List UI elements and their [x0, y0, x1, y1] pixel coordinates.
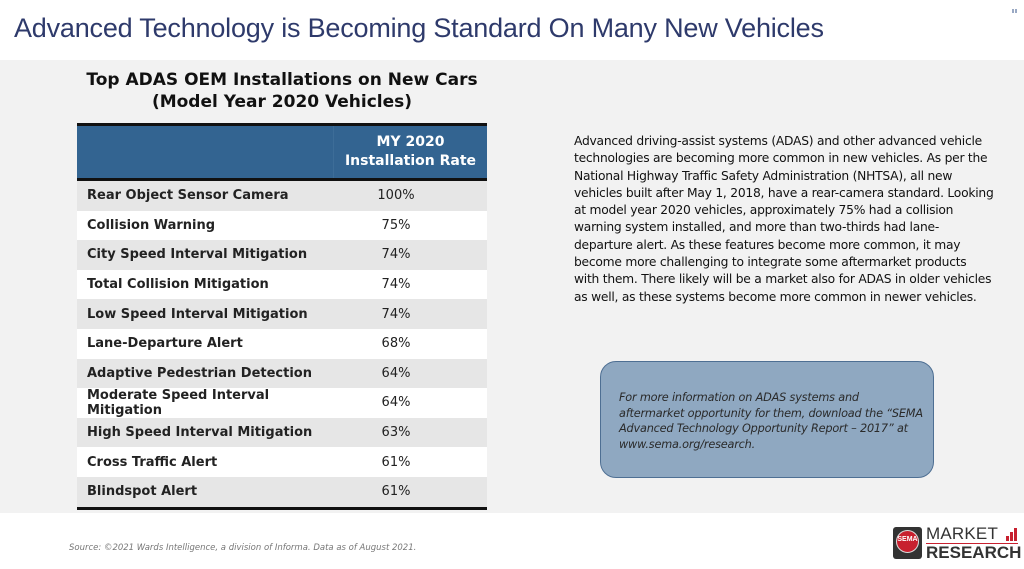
feature-name: Cross Traffic Alert [87, 454, 218, 470]
installation-rate: 64% [381, 395, 411, 411]
installation-rate: 61% [381, 454, 411, 470]
table-header: MY 2020 Installation Rate [77, 126, 487, 181]
header-rate-line1: MY 2020 [376, 134, 445, 150]
installation-rate: 74% [381, 277, 411, 293]
header-rate-column: MY 2020 Installation Rate [334, 126, 487, 178]
feature-name: Lane-Departure Alert [87, 336, 243, 352]
table-row: Collision Warning 75% [77, 210, 487, 241]
feature-name: City Speed Interval Mitigation [87, 247, 308, 263]
header-feature-column [77, 126, 334, 178]
table-row: Rear Object Sensor Camera 100% [77, 181, 487, 211]
installation-rate: 68% [381, 336, 411, 352]
table-row: Total Collision Mitigation 74% [77, 269, 487, 300]
table-title-line2: (Model Year 2020 Vehicles) [151, 92, 413, 112]
logo-word-research: RESEARCH [926, 543, 1022, 562]
table-title-line1: Top ADAS OEM Installations on New Cars [86, 70, 478, 90]
callout-text: For more information on ADAS systems and… [619, 391, 923, 451]
feature-name: Collision Warning [87, 217, 216, 233]
table-row: Lane-Departure Alert 68% [77, 328, 487, 359]
logo-word-market: MARKET [926, 524, 999, 543]
seal-text: SEMA [897, 536, 918, 543]
table-row: Adaptive Pedestrian Detection 64% [77, 358, 487, 389]
table-row: Low Speed Interval Mitigation 74% [77, 299, 487, 329]
info-callout: For more information on ADAS systems and… [600, 361, 934, 478]
feature-name: Low Speed Interval Mitigation [87, 306, 308, 322]
feature-name: Moderate Speed Interval Mitigation [87, 387, 270, 418]
adas-installation-table: MY 2020 Installation Rate Rear Object Se… [77, 123, 487, 510]
table-title: Top ADAS OEM Installations on New Cars (… [77, 69, 487, 113]
page-title: Advanced Technology is Becoming Standard… [14, 13, 824, 43]
corner-marker [1012, 0, 1020, 13]
feature-name: Total Collision Mitigation [87, 277, 269, 293]
feature-name: Blindspot Alert [87, 484, 198, 500]
installation-rate: 75% [381, 217, 411, 233]
header-rate-line2: Installation Rate [344, 153, 477, 169]
installation-rate: 74% [381, 306, 411, 322]
table-row: Cross Traffic Alert 61% [77, 447, 487, 477]
source-note: Source: ©2021 Wards Intelligence, a divi… [69, 543, 417, 553]
logo-divider [926, 543, 1018, 544]
feature-name: High Speed Interval Mitigation [87, 425, 313, 441]
installation-rate: 63% [381, 425, 411, 441]
table-row: Blindspot Alert 61% [77, 476, 487, 507]
bar-chart-icon [1006, 528, 1018, 541]
table-row: High Speed Interval Mitigation 63% [77, 417, 487, 448]
sema-market-research-logo: SEMA MARKET RESEARCH [893, 524, 1022, 563]
table-body: Rear Object Sensor Camera 100% Collision W… [77, 181, 487, 507]
installation-rate: 74% [381, 247, 411, 263]
installation-rate: 61% [381, 484, 411, 500]
sema-seal-icon: SEMA [893, 527, 922, 559]
feature-name: Adaptive Pedestrian Detection [87, 365, 312, 381]
description-paragraph: Advanced driving-assist systems (ADAS) a… [574, 134, 994, 304]
installation-rate: 64% [381, 365, 411, 381]
table-row: City Speed Interval Mitigation 74% [77, 240, 487, 270]
table-row: Moderate Speed Interval Mitigation 64% [77, 388, 487, 418]
installation-rate: 100% [377, 188, 415, 204]
feature-name: Rear Object Sensor Camera [87, 188, 289, 204]
